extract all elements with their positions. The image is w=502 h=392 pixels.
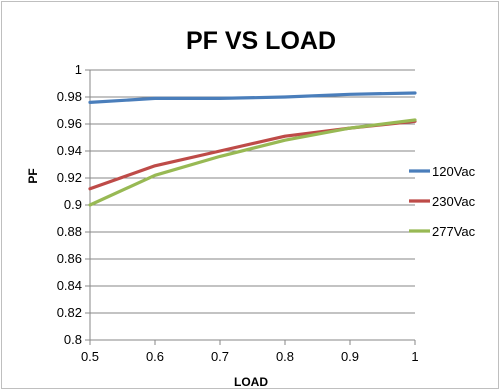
y-tick-label: 1	[75, 62, 82, 77]
grid	[90, 69, 415, 314]
y-tick-label: 0.82	[57, 305, 82, 320]
y-tick-label: 0.8	[64, 332, 82, 347]
y-tick-label: 0.9	[64, 197, 82, 212]
axes	[85, 69, 416, 345]
y-tick-label: 0.96	[57, 116, 82, 131]
series-line-277Vac	[88, 118, 417, 207]
y-tick-label: 0.84	[57, 278, 82, 293]
y-tick-labels: 0.8 0.82 0.84 0.86 0.88 0.9 0.92 0.94 0.96 0.98 1	[57, 62, 82, 347]
y-tick-label: 0.94	[57, 143, 82, 158]
y-tick-label: 0.88	[57, 224, 82, 239]
series-lines	[88, 91, 417, 207]
series-line-120Vac	[88, 91, 417, 105]
chart-title: PF VS LOAD	[186, 27, 336, 55]
x-axis-title: LOAD	[234, 375, 268, 389]
y-tick-label: 0.98	[57, 89, 82, 104]
x-tick-labels: 0.5 0.6 0.7 0.8 0.9 1	[81, 349, 419, 364]
legend-label: 277Vac	[432, 224, 476, 239]
legend: 120Vac 230Vac 277Vac	[409, 164, 476, 239]
x-tick-label: 0.9	[341, 349, 359, 364]
x-tick-label: 0.8	[276, 349, 294, 364]
legend-label: 120Vac	[432, 164, 476, 179]
x-tick-label: 1	[411, 349, 418, 364]
legend-label: 230Vac	[432, 194, 476, 209]
x-tick-label: 0.6	[146, 349, 164, 364]
y-tick-label: 0.92	[57, 170, 82, 185]
x-tick-label: 0.7	[211, 349, 229, 364]
x-tick-label: 0.5	[81, 349, 99, 364]
y-axis-title: PF	[26, 168, 40, 183]
series-line-230Vac	[88, 119, 417, 191]
y-tick-label: 0.86	[57, 251, 82, 266]
